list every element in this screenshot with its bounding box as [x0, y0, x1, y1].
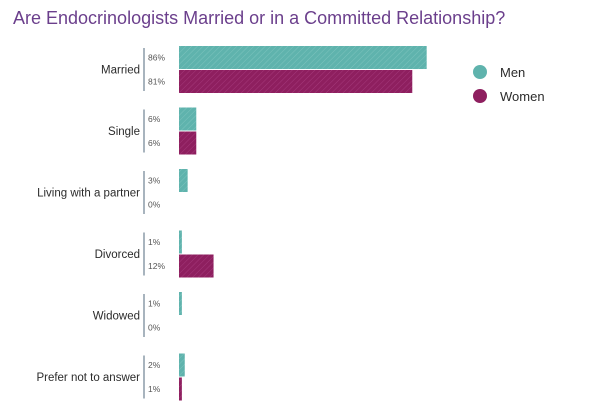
legend-swatch-women [473, 89, 487, 103]
category-group-divorced: Divorced 1% 12% [95, 230, 214, 278]
chart-title: Are Endocrinologists Married or in a Com… [13, 8, 505, 28]
category-label: Divorced [95, 249, 140, 261]
value-label-women: 0% [148, 323, 161, 333]
category-group-single: Single 6% 6% [108, 107, 197, 155]
category-group-prefer-not-to-answer: Prefer not to answer 2% 1% [36, 353, 185, 401]
legend: Men Women [473, 65, 545, 104]
bar-women-married [179, 70, 413, 93]
bar-women-single [179, 131, 197, 155]
value-label-men: 1% [148, 299, 161, 309]
value-label-men: 86% [148, 53, 165, 63]
value-label-men: 3% [148, 176, 161, 186]
value-label-women: 81% [148, 77, 165, 87]
bar-men-widowed [179, 292, 182, 315]
bar-men-single [179, 107, 197, 131]
value-label-women: 6% [148, 138, 161, 148]
bar-men-living-with-a-partner [179, 169, 188, 192]
value-label-men: 2% [148, 360, 161, 370]
bar-men-divorced [179, 230, 182, 254]
bar-women-divorced [179, 254, 214, 278]
category-group-widowed: Widowed 1% 0% [93, 292, 182, 337]
value-label-women: 1% [148, 384, 161, 394]
value-label-women: 0% [148, 200, 161, 210]
bar-men-prefer-not-to-answer [179, 353, 185, 377]
bar-men-married [179, 46, 427, 69]
value-label-men: 6% [148, 114, 161, 124]
value-label-men: 1% [148, 237, 161, 247]
category-label: Widowed [93, 311, 140, 323]
value-label-women: 12% [148, 261, 165, 271]
category-group-living-with-a-partner: Living with a partner 3% 0% [37, 169, 188, 214]
legend-item-men: Men [473, 65, 525, 80]
bar-women-prefer-not-to-answer [179, 377, 182, 401]
category-label: Married [101, 65, 140, 77]
category-label: Single [108, 126, 140, 138]
legend-label-women: Women [500, 89, 545, 104]
category-label: Prefer not to answer [36, 372, 140, 384]
legend-label-men: Men [500, 65, 525, 80]
category-group-married: Married 86% 81% [101, 46, 427, 93]
legend-swatch-men [473, 65, 487, 79]
legend-item-women: Women [473, 89, 545, 104]
category-label: Living with a partner [37, 188, 140, 200]
bars-layer: Married 86% 81% Single 6% 6% Living with a par… [36, 46, 427, 401]
